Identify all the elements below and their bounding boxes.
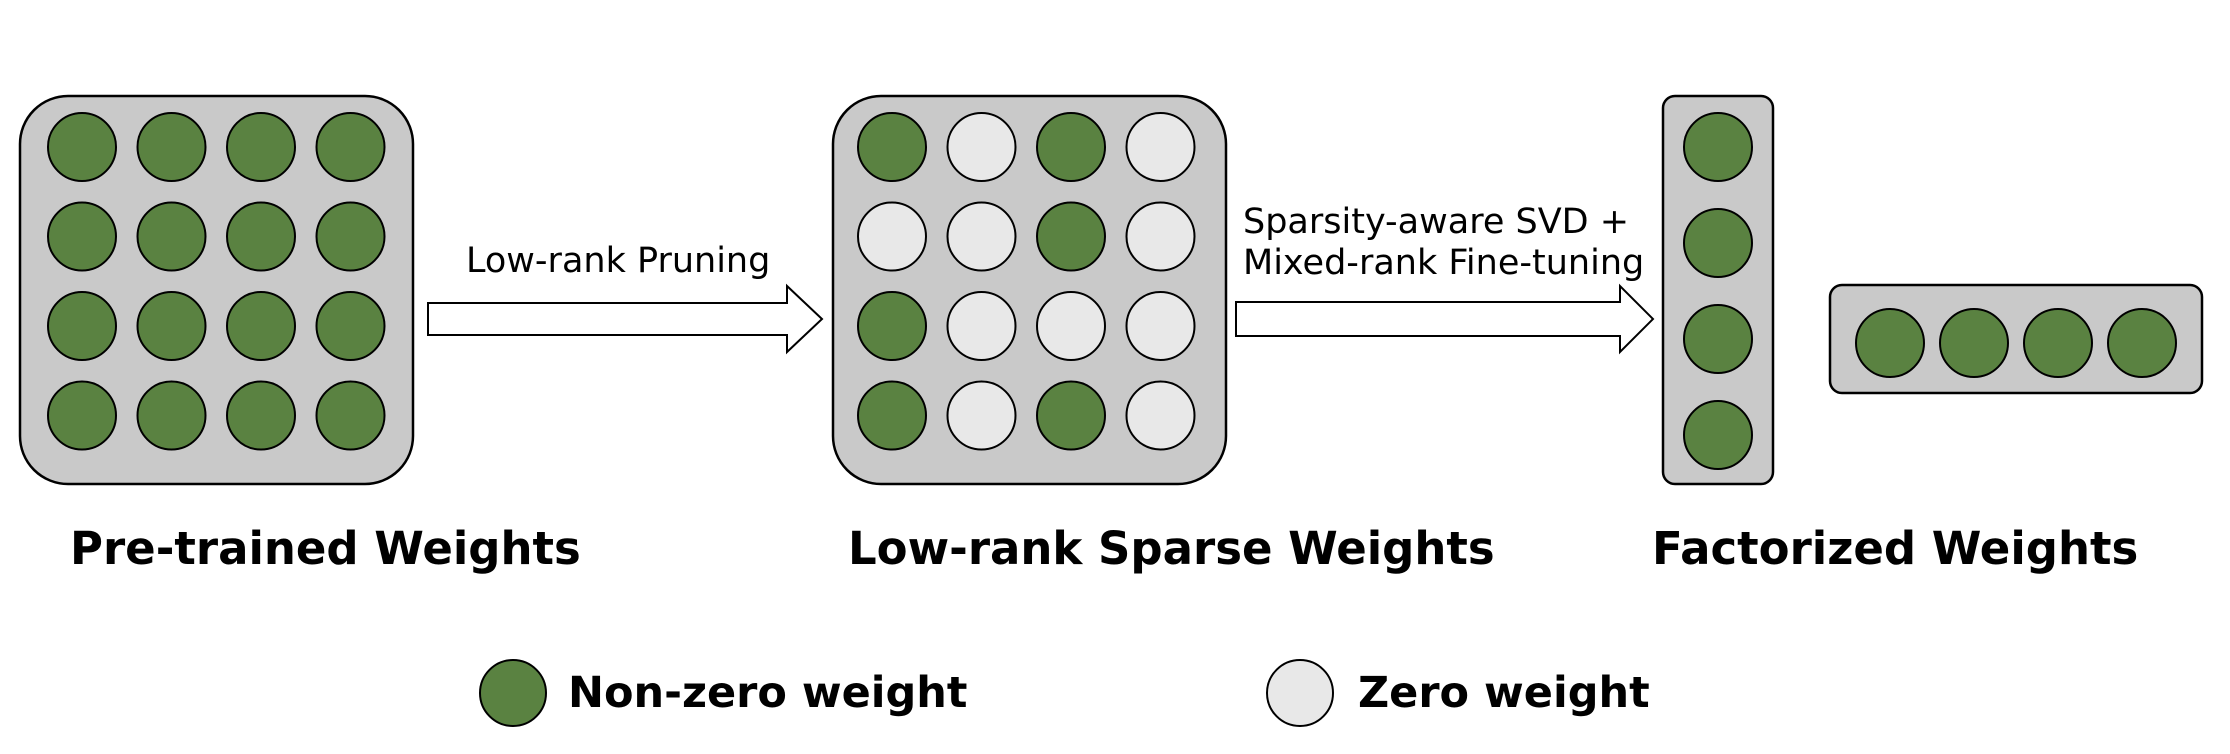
pretrained-caption: Pre-trained Weights [70, 522, 581, 575]
sparse-panel [831, 94, 1228, 486]
nonzero-weight-dot [226, 201, 296, 272]
nonzero-weight-dot [47, 112, 117, 182]
zero-weight-dot [946, 380, 1017, 451]
zero-weight-dot [1125, 112, 1196, 182]
legend-nonzero-swatch [479, 659, 547, 727]
nonzero-weight-dot [1036, 112, 1106, 182]
factorized-caption: Factorized Weights [1652, 522, 2138, 575]
nonzero-weight-dot [226, 112, 296, 182]
factor-column-panel [1661, 94, 1775, 486]
nonzero-weight-dot [1939, 308, 2009, 378]
pruning-arrow-label: Low-rank Pruning [466, 241, 770, 281]
nonzero-weight-dot [315, 112, 386, 182]
nonzero-weight-dot [857, 112, 927, 182]
nonzero-weight-dot [1036, 201, 1106, 272]
nonzero-weight-dot [47, 291, 117, 361]
nonzero-weight-dot [315, 380, 386, 451]
svd-arrow-shape [1235, 283, 1655, 355]
legend: Non-zero weight Zero weight [479, 659, 1650, 727]
pretrained-weight-grid [47, 112, 386, 451]
factor-row-grid [1855, 308, 2177, 378]
zero-weight-dot [1125, 201, 1196, 272]
legend-zero-label: Zero weight [1358, 668, 1650, 718]
svd-finetune-arrow: Sparsity-aware SVD + Mixed-rank Fine-tun… [1235, 202, 1655, 355]
nonzero-weight-dot [315, 201, 386, 272]
pretrained-weights-matrix [18, 94, 415, 486]
zero-weight-dot [857, 201, 927, 272]
sparse-caption: Low-rank Sparse Weights [848, 522, 1495, 575]
nonzero-weight-dot [2107, 308, 2177, 378]
pruning-arrow-shape [427, 283, 824, 355]
nonzero-weight-dot [47, 380, 117, 451]
nonzero-weight-dot [1683, 112, 1753, 182]
nonzero-weight-dot [2023, 308, 2093, 378]
nonzero-weight-dot [136, 201, 207, 272]
nonzero-weight-dot [857, 291, 927, 361]
factorized-row-matrix [1828, 283, 2204, 395]
svd-arrow-label-line1: Sparsity-aware SVD + [1243, 202, 1629, 242]
nonzero-weight-dot [315, 291, 386, 361]
zero-weight-dot [946, 291, 1017, 361]
nonzero-weight-dot [226, 380, 296, 451]
nonzero-weight-dot [136, 291, 207, 361]
zero-weight-dot [1036, 291, 1106, 361]
zero-weight-dot [1125, 380, 1196, 451]
nonzero-weight-dot [136, 380, 207, 451]
svd-arrow-label-line2: Mixed-rank Fine-tuning [1243, 243, 1644, 283]
nonzero-weight-dot [1036, 380, 1106, 451]
legend-zero-swatch [1266, 659, 1334, 727]
zero-weight-dot [1125, 291, 1196, 361]
factor-column-grid [1683, 112, 1753, 470]
nonzero-weight-dot [1683, 400, 1753, 470]
low-rank-pruning-arrow: Low-rank Pruning [427, 241, 824, 355]
nonzero-weight-dot [47, 201, 117, 272]
sparse-weights-matrix [831, 94, 1228, 486]
nonzero-weight-dot [1855, 308, 1925, 378]
factorized-column-matrix [1661, 94, 1775, 486]
sparse-weight-grid [857, 112, 1196, 451]
zero-weight-dot [946, 112, 1017, 182]
zero-weight-dot [946, 201, 1017, 272]
pretrained-panel [18, 94, 415, 486]
nonzero-weight-dot [1683, 304, 1753, 374]
nonzero-weight-dot [226, 291, 296, 361]
nonzero-weight-dot [1683, 208, 1753, 278]
nonzero-weight-dot [857, 380, 927, 451]
nonzero-weight-dot [136, 112, 207, 182]
legend-nonzero-label: Non-zero weight [568, 668, 967, 718]
factor-row-panel [1828, 283, 2204, 395]
